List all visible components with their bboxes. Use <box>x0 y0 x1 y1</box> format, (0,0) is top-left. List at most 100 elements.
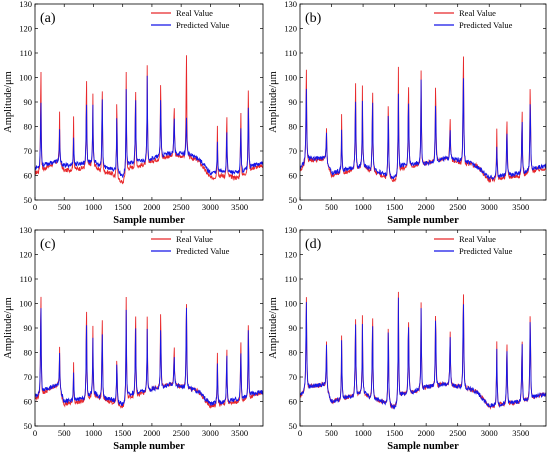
y-tick-label: 100 <box>284 73 297 83</box>
plot-frame <box>34 3 264 201</box>
legend-label: Predicted Value <box>459 20 513 30</box>
x-tick-label: 2500 <box>173 202 190 212</box>
x-tick-label: 1500 <box>386 202 403 212</box>
y-tick-label: 70 <box>289 146 298 156</box>
x-tick-label: 3000 <box>481 428 498 438</box>
y-tick-label: 50 <box>24 195 33 205</box>
y-tick-label: 130 <box>284 225 297 235</box>
y-tick-label: 130 <box>284 0 297 9</box>
x-tick-label: 2000 <box>418 202 435 212</box>
x-tick-label: 0 <box>33 428 37 438</box>
x-tick-label: 3000 <box>202 202 219 212</box>
y-tick-label: 80 <box>24 348 33 358</box>
legend-label: Predicted Value <box>176 246 230 256</box>
y-tick-label: 60 <box>289 171 298 181</box>
y-tick-label: 110 <box>20 48 32 58</box>
x-tick-label: 3000 <box>481 202 498 212</box>
y-tick-label: 60 <box>289 397 298 407</box>
plot-frame <box>34 229 264 427</box>
plot-frame <box>299 229 547 427</box>
legend-label: Real Value <box>459 8 496 18</box>
panel-label: (b) <box>305 11 322 26</box>
y-tick-label: 120 <box>284 250 297 260</box>
x-tick-label: 3500 <box>512 428 529 438</box>
x-axis-title: Sample number <box>113 441 185 452</box>
predicted-value-line <box>300 297 546 410</box>
x-tick-label: 1000 <box>355 428 372 438</box>
x-axis-title: Sample number <box>387 441 459 452</box>
y-axis-title: Amplitude/μm <box>268 71 279 133</box>
y-tick-label: 80 <box>24 122 33 132</box>
y-axis-title: Amplitude/μm <box>3 71 14 133</box>
x-tick-label: 0 <box>298 202 302 212</box>
x-tick-label: 3500 <box>231 202 248 212</box>
x-tick-label: 1500 <box>386 428 403 438</box>
predicted-value-line <box>300 78 546 181</box>
x-tick-label: 0 <box>298 428 302 438</box>
x-tick-label: 500 <box>58 202 71 212</box>
y-tick-label: 60 <box>24 171 33 181</box>
x-tick-label: 2000 <box>143 202 160 212</box>
x-tick-label: 3500 <box>512 202 529 212</box>
x-tick-label: 0 <box>33 202 37 212</box>
legend-label: Predicted Value <box>176 20 230 30</box>
y-tick-label: 70 <box>289 372 298 382</box>
panel-label: (a) <box>40 11 56 26</box>
x-tick-label: 1500 <box>114 202 131 212</box>
predicted-value-line <box>35 75 263 178</box>
x-tick-label: 2500 <box>449 202 466 212</box>
chart-panel: 50 60 70 80 90 100 110 120 130 0 500 1000 1500 2000 25… <box>268 0 547 226</box>
predicted-value-line <box>35 307 263 407</box>
y-tick-label: 130 <box>19 225 32 235</box>
y-tick-label: 70 <box>24 146 33 156</box>
y-tick-label: 110 <box>20 274 32 284</box>
panel-label: (c) <box>40 237 56 252</box>
y-tick-label: 110 <box>285 48 297 58</box>
panel-label: (d) <box>305 237 322 252</box>
chart-panel: 50 60 70 80 90 100 110 120 130 0 500 1000 1500 2000 25… <box>268 225 547 452</box>
y-tick-label: 100 <box>19 73 32 83</box>
x-axis-title: Sample number <box>113 215 185 226</box>
x-tick-label: 3500 <box>231 428 248 438</box>
legend-label: Real Value <box>459 234 496 244</box>
x-tick-label: 3000 <box>202 428 219 438</box>
y-tick-label: 50 <box>289 195 298 205</box>
y-tick-label: 90 <box>24 97 33 107</box>
y-axis-title: Amplitude/μm <box>3 297 14 359</box>
legend-label: Real Value <box>176 8 213 18</box>
y-tick-label: 100 <box>284 299 297 309</box>
y-tick-label: 120 <box>19 250 32 260</box>
real-value-line <box>300 291 546 410</box>
x-tick-label: 2500 <box>173 428 190 438</box>
y-tick-label: 60 <box>24 397 33 407</box>
y-tick-label: 90 <box>289 97 298 107</box>
legend-label: Real Value <box>176 234 213 244</box>
y-tick-label: 90 <box>24 323 33 333</box>
x-tick-label: 500 <box>58 428 71 438</box>
x-axis-title: Sample number <box>387 215 459 226</box>
x-tick-label: 2000 <box>143 428 160 438</box>
plot-frame <box>299 3 547 201</box>
chart-panel: 50 60 70 80 90 100 110 120 130 0 500 1000 1500 2000 25… <box>3 0 264 226</box>
y-tick-label: 70 <box>24 372 33 382</box>
real-value-line <box>35 296 263 409</box>
y-tick-label: 120 <box>19 24 32 34</box>
y-tick-label: 120 <box>284 24 297 34</box>
x-tick-label: 1000 <box>85 428 102 438</box>
chart-panel: 50 60 70 80 90 100 110 120 130 0 500 1000 1500 2000 25… <box>3 225 264 452</box>
y-tick-label: 50 <box>289 421 298 431</box>
y-tick-label: 110 <box>285 274 297 284</box>
x-tick-label: 2000 <box>418 428 435 438</box>
x-tick-label: 1000 <box>85 202 102 212</box>
x-tick-label: 1000 <box>355 202 372 212</box>
y-tick-label: 80 <box>289 122 298 132</box>
legend-label: Predicted Value <box>459 246 513 256</box>
x-tick-label: 2500 <box>449 428 466 438</box>
x-tick-label: 1500 <box>114 428 131 438</box>
y-tick-label: 90 <box>289 323 298 333</box>
y-tick-label: 100 <box>19 299 32 309</box>
y-axis-title: Amplitude/μm <box>268 297 279 359</box>
y-tick-label: 50 <box>24 421 33 431</box>
y-tick-label: 80 <box>289 348 298 358</box>
